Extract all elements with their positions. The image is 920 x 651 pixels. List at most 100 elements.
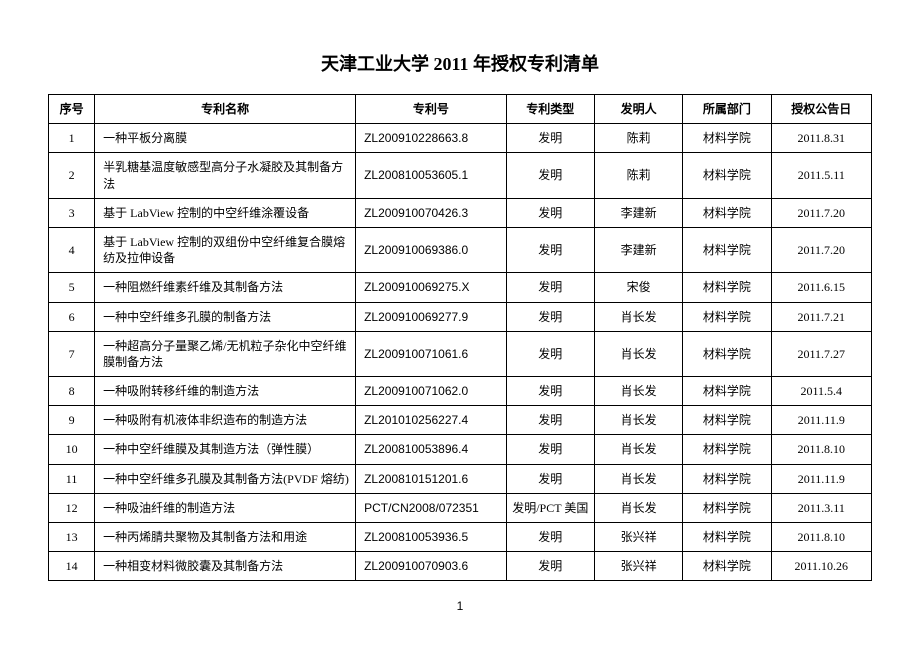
cell-dept: 材料学院	[683, 198, 771, 227]
cell-type: 发明	[506, 227, 594, 272]
cell-type: 发明	[506, 124, 594, 153]
cell-name: 一种吸附有机液体非织造布的制造方法	[95, 406, 356, 435]
cell-no: ZL200810053936.5	[356, 523, 507, 552]
cell-inventor: 肖长发	[594, 493, 682, 522]
table-row: 5一种阻燃纤维素纤维及其制备方法ZL200910069275.X发明宋俊材料学院…	[49, 273, 872, 302]
table-row: 7一种超高分子量聚乙烯/无机粒子杂化中空纤维膜制备方法ZL20091007106…	[49, 331, 872, 376]
table-row: 12一种吸油纤维的制造方法PCT/CN2008/072351发明/PCT 美国肖…	[49, 493, 872, 522]
cell-name: 一种平板分离膜	[95, 124, 356, 153]
col-type: 专利类型	[506, 95, 594, 124]
col-dept: 所属部门	[683, 95, 771, 124]
cell-date: 2011.7.27	[771, 331, 871, 376]
cell-seq: 4	[49, 227, 95, 272]
cell-inventor: 陈莉	[594, 124, 682, 153]
cell-no: ZL200910071061.6	[356, 331, 507, 376]
cell-dept: 材料学院	[683, 124, 771, 153]
cell-inventor: 张兴祥	[594, 523, 682, 552]
cell-seq: 14	[49, 552, 95, 581]
cell-date: 2011.11.9	[771, 464, 871, 493]
cell-dept: 材料学院	[683, 377, 771, 406]
cell-type: 发明	[506, 464, 594, 493]
cell-no: ZL200910069386.0	[356, 227, 507, 272]
col-no: 专利号	[356, 95, 507, 124]
cell-no: ZL200910069275.X	[356, 273, 507, 302]
cell-name: 基于 LabView 控制的双组份中空纤维复合膜熔纺及拉伸设备	[95, 227, 356, 272]
cell-dept: 材料学院	[683, 523, 771, 552]
cell-date: 2011.5.11	[771, 153, 871, 198]
cell-date: 2011.8.10	[771, 523, 871, 552]
cell-dept: 材料学院	[683, 435, 771, 464]
cell-inventor: 张兴祥	[594, 552, 682, 581]
cell-type: 发明	[506, 153, 594, 198]
cell-name: 基于 LabView 控制的中空纤维涂覆设备	[95, 198, 356, 227]
cell-seq: 11	[49, 464, 95, 493]
page-number: 1	[48, 599, 872, 613]
cell-inventor: 肖长发	[594, 377, 682, 406]
cell-name: 一种中空纤维多孔膜的制备方法	[95, 302, 356, 331]
cell-date: 2011.7.20	[771, 198, 871, 227]
cell-inventor: 肖长发	[594, 406, 682, 435]
table-row: 11一种中空纤维多孔膜及其制备方法(PVDF 熔纺)ZL200810151201…	[49, 464, 872, 493]
cell-seq: 6	[49, 302, 95, 331]
cell-seq: 3	[49, 198, 95, 227]
cell-date: 2011.11.9	[771, 406, 871, 435]
cell-type: 发明	[506, 198, 594, 227]
cell-type: 发明	[506, 377, 594, 406]
col-inv: 发明人	[594, 95, 682, 124]
cell-seq: 13	[49, 523, 95, 552]
cell-date: 2011.8.10	[771, 435, 871, 464]
page-title: 天津工业大学 2011 年授权专利清单	[48, 50, 872, 76]
cell-seq: 8	[49, 377, 95, 406]
cell-name: 一种相变材料微胶囊及其制备方法	[95, 552, 356, 581]
cell-inventor: 陈莉	[594, 153, 682, 198]
cell-dept: 材料学院	[683, 552, 771, 581]
cell-date: 2011.7.21	[771, 302, 871, 331]
cell-date: 2011.10.26	[771, 552, 871, 581]
patent-table: 序号 专利名称 专利号 专利类型 发明人 所属部门 授权公告日 1一种平板分离膜…	[48, 94, 872, 581]
cell-no: ZL200810053896.4	[356, 435, 507, 464]
table-row: 4基于 LabView 控制的双组份中空纤维复合膜熔纺及拉伸设备ZL200910…	[49, 227, 872, 272]
cell-date: 2011.7.20	[771, 227, 871, 272]
table-row: 9一种吸附有机液体非织造布的制造方法ZL201010256227.4发明肖长发材…	[49, 406, 872, 435]
cell-date: 2011.6.15	[771, 273, 871, 302]
table-row: 6一种中空纤维多孔膜的制备方法ZL200910069277.9发明肖长发材料学院…	[49, 302, 872, 331]
cell-date: 2011.3.11	[771, 493, 871, 522]
cell-inventor: 李建新	[594, 227, 682, 272]
table-row: 14一种相变材料微胶囊及其制备方法ZL200910070903.6发明张兴祥材料…	[49, 552, 872, 581]
cell-no: ZL200910071062.0	[356, 377, 507, 406]
cell-no: ZL201010256227.4	[356, 406, 507, 435]
cell-seq: 2	[49, 153, 95, 198]
cell-dept: 材料学院	[683, 464, 771, 493]
cell-name: 一种吸附转移纤维的制造方法	[95, 377, 356, 406]
cell-no: ZL200910070903.6	[356, 552, 507, 581]
col-date: 授权公告日	[771, 95, 871, 124]
table-row: 10一种中空纤维膜及其制造方法（弹性膜）ZL200810053896.4发明肖长…	[49, 435, 872, 464]
cell-seq: 12	[49, 493, 95, 522]
table-row: 3基于 LabView 控制的中空纤维涂覆设备ZL200910070426.3发…	[49, 198, 872, 227]
cell-date: 2011.8.31	[771, 124, 871, 153]
cell-no: ZL200910070426.3	[356, 198, 507, 227]
cell-date: 2011.5.4	[771, 377, 871, 406]
cell-dept: 材料学院	[683, 406, 771, 435]
cell-no: ZL200910228663.8	[356, 124, 507, 153]
table-row: 1一种平板分离膜ZL200910228663.8发明陈莉材料学院2011.8.3…	[49, 124, 872, 153]
cell-type: 发明	[506, 523, 594, 552]
table-row: 8一种吸附转移纤维的制造方法ZL200910071062.0发明肖长发材料学院2…	[49, 377, 872, 406]
col-seq: 序号	[49, 95, 95, 124]
table-row: 2半乳糖基温度敏感型高分子水凝胶及其制备方法ZL200810053605.1发明…	[49, 153, 872, 198]
cell-type: 发明	[506, 273, 594, 302]
cell-seq: 5	[49, 273, 95, 302]
cell-dept: 材料学院	[683, 153, 771, 198]
cell-inventor: 李建新	[594, 198, 682, 227]
cell-dept: 材料学院	[683, 493, 771, 522]
cell-dept: 材料学院	[683, 331, 771, 376]
cell-name: 一种中空纤维多孔膜及其制备方法(PVDF 熔纺)	[95, 464, 356, 493]
cell-inventor: 肖长发	[594, 331, 682, 376]
col-name: 专利名称	[95, 95, 356, 124]
table-row: 13一种丙烯腈共聚物及其制备方法和用途ZL200810053936.5发明张兴祥…	[49, 523, 872, 552]
cell-dept: 材料学院	[683, 273, 771, 302]
cell-name: 一种超高分子量聚乙烯/无机粒子杂化中空纤维膜制备方法	[95, 331, 356, 376]
cell-dept: 材料学院	[683, 227, 771, 272]
cell-name: 半乳糖基温度敏感型高分子水凝胶及其制备方法	[95, 153, 356, 198]
table-header-row: 序号 专利名称 专利号 专利类型 发明人 所属部门 授权公告日	[49, 95, 872, 124]
